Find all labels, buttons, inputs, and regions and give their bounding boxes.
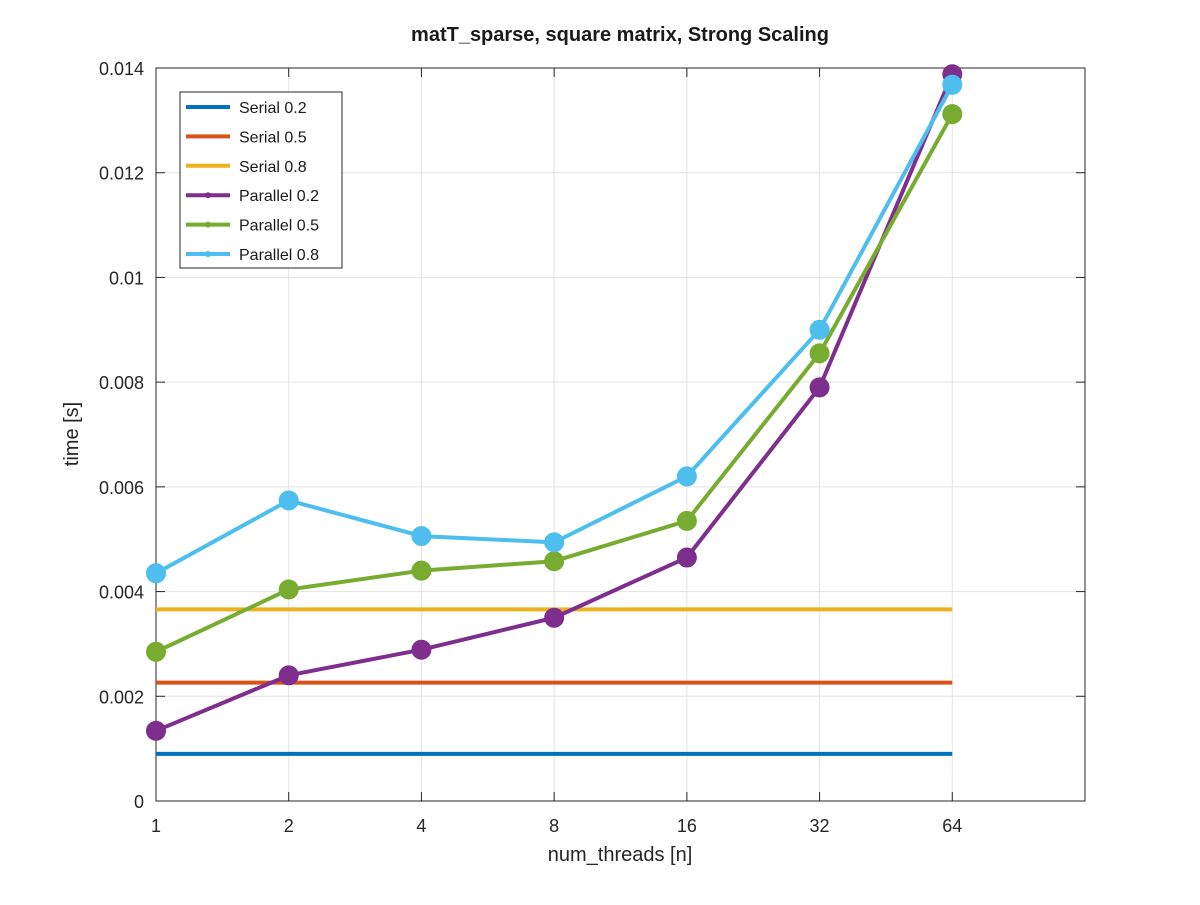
series-lines bbox=[146, 64, 963, 756]
data-point bbox=[676, 547, 697, 568]
data-point bbox=[411, 560, 432, 581]
tick-labels: 1 2 4 8 16 32 64 0 0.002 0.004 0.006 0.008 0.01 0.012… bbox=[99, 59, 962, 836]
data-point bbox=[809, 343, 830, 364]
legend-label: Serial 0.2 bbox=[239, 100, 307, 117]
y-tick-label: 0.008 bbox=[99, 373, 144, 393]
legend-label: Parallel 0.8 bbox=[239, 247, 319, 264]
legend-label: Serial 0.8 bbox=[239, 159, 307, 176]
legend: Serial 0.2 Serial 0.5 Serial 0.8 Parallel 0… bbox=[179, 91, 343, 269]
data-point bbox=[544, 551, 565, 572]
legend-item: Serial 0.5 bbox=[186, 129, 307, 146]
y-tick-label: 0.012 bbox=[99, 164, 144, 184]
x-tick-label: 32 bbox=[810, 816, 830, 836]
series-parallel-0-8 bbox=[146, 74, 963, 584]
y-tick-label: 0.004 bbox=[99, 583, 144, 603]
axes bbox=[155, 67, 1086, 802]
data-point bbox=[676, 510, 697, 531]
plot-frame bbox=[155, 67, 1086, 802]
legend-item: Serial 0.8 bbox=[186, 159, 307, 176]
legend-item: Parallel 0.5 bbox=[186, 218, 319, 235]
y-axis-label: time [s] bbox=[61, 402, 83, 466]
legend-item: Parallel 0.2 bbox=[186, 188, 319, 205]
x-tick-label: 4 bbox=[416, 816, 426, 836]
data-point bbox=[676, 466, 697, 487]
legend-marker bbox=[205, 221, 211, 228]
data-point bbox=[809, 319, 830, 340]
y-tick-label: 0.006 bbox=[99, 478, 144, 498]
y-tick-label: 0.01 bbox=[109, 268, 144, 288]
legend-item: Parallel 0.8 bbox=[186, 247, 319, 264]
data-point bbox=[942, 104, 963, 125]
data-point bbox=[942, 74, 963, 95]
legend-box bbox=[179, 91, 343, 269]
data-point bbox=[278, 490, 299, 511]
x-tick-label: 64 bbox=[942, 816, 962, 836]
data-point bbox=[411, 639, 432, 660]
data-point bbox=[809, 377, 830, 398]
series-parallel-0-2 bbox=[146, 64, 963, 741]
x-tick-label: 2 bbox=[284, 816, 294, 836]
chart-title: matT_sparse, square matrix, Strong Scali… bbox=[411, 24, 829, 46]
y-tick-label: 0.002 bbox=[99, 687, 144, 707]
data-point bbox=[278, 665, 299, 686]
y-tick-label: 0.014 bbox=[99, 59, 144, 79]
data-point bbox=[411, 526, 432, 547]
legend-marker bbox=[205, 251, 211, 257]
data-point bbox=[146, 641, 166, 662]
series-parallel-0-5 bbox=[146, 104, 963, 662]
legend-label: Parallel 0.2 bbox=[239, 188, 319, 205]
legend-marker bbox=[205, 192, 211, 199]
data-point bbox=[544, 532, 565, 553]
data-point bbox=[146, 563, 166, 584]
data-point bbox=[146, 720, 166, 741]
legend-label: Serial 0.5 bbox=[239, 129, 307, 146]
x-tick-label: 1 bbox=[151, 816, 161, 836]
x-tick-label: 8 bbox=[549, 816, 559, 836]
data-point bbox=[544, 607, 565, 628]
x-tick-label: 16 bbox=[677, 816, 697, 836]
y-tick-label: 0 bbox=[134, 792, 144, 812]
legend-label: Parallel 0.5 bbox=[239, 218, 319, 235]
x-axis-label: num_threads [n] bbox=[548, 844, 693, 866]
legend-item: Serial 0.2 bbox=[186, 100, 307, 117]
data-point bbox=[278, 579, 299, 600]
